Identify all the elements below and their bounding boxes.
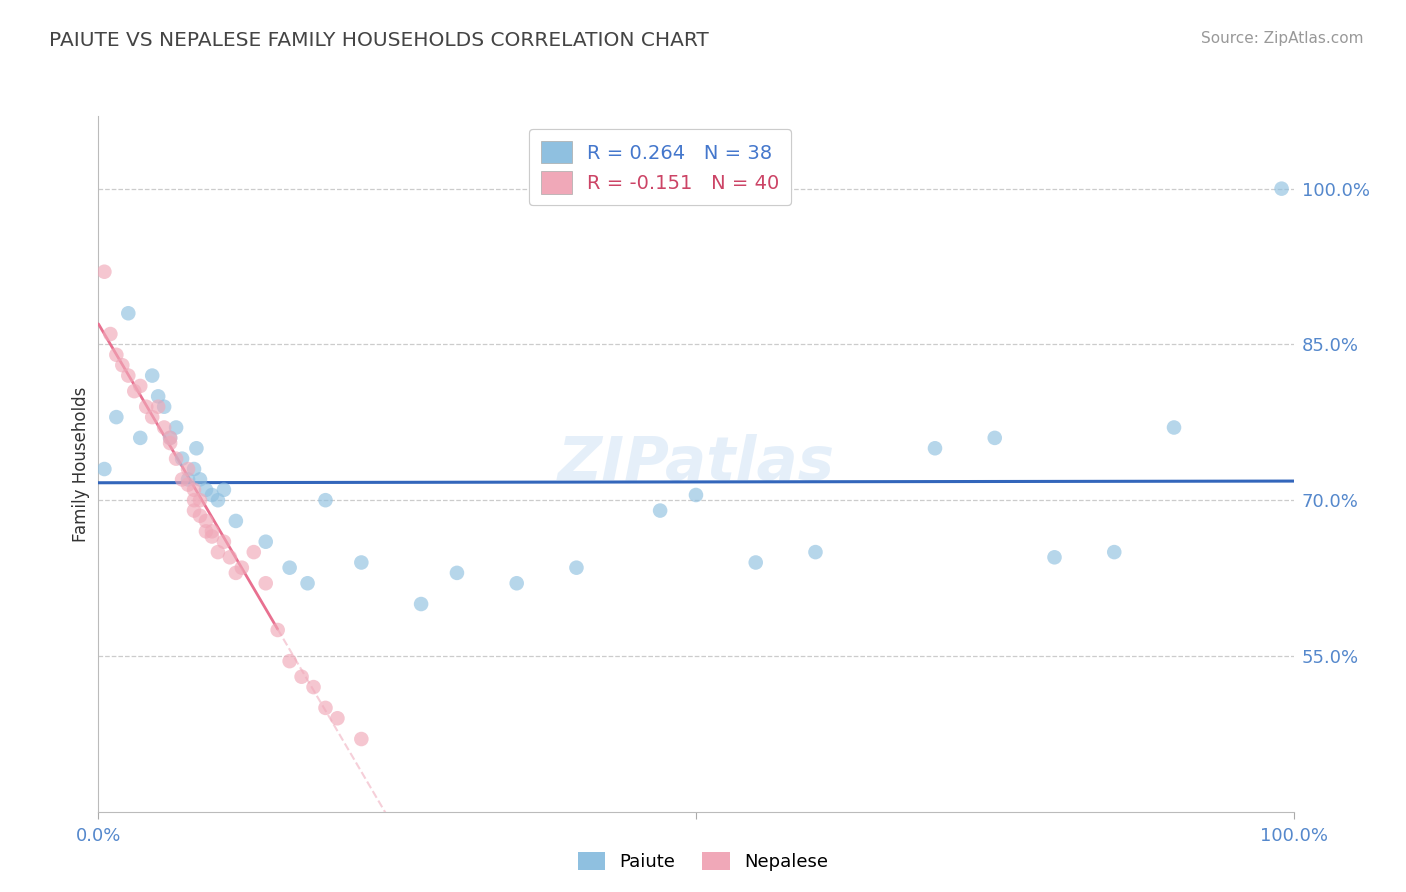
Nepalese xyxy=(194,524,218,539)
Paiute xyxy=(685,488,707,502)
Paiute xyxy=(105,410,128,425)
Nepalese xyxy=(148,400,170,414)
Legend: Paiute, Nepalese: Paiute, Nepalese xyxy=(571,845,835,879)
Paiute xyxy=(186,442,208,456)
Nepalese xyxy=(172,472,194,486)
Nepalese xyxy=(98,326,122,341)
Legend: R = 0.264   N = 38, R = -0.151   N = 40: R = 0.264 N = 38, R = -0.151 N = 40 xyxy=(529,129,792,205)
Nepalese xyxy=(111,358,134,372)
Paiute xyxy=(1163,420,1185,434)
Text: PAIUTE VS NEPALESE FAMILY HOUSEHOLDS CORRELATION CHART: PAIUTE VS NEPALESE FAMILY HOUSEHOLDS COR… xyxy=(49,31,709,50)
Nepalese xyxy=(194,514,218,528)
Paiute xyxy=(159,431,181,445)
Nepalese xyxy=(124,384,146,399)
Text: Source: ZipAtlas.com: Source: ZipAtlas.com xyxy=(1201,31,1364,46)
Nepalese xyxy=(225,566,247,580)
Paiute xyxy=(278,560,301,574)
Paiute xyxy=(411,597,433,611)
Nepalese xyxy=(302,680,325,694)
Paiute xyxy=(254,534,277,549)
Paiute xyxy=(153,400,176,414)
Nepalese xyxy=(188,493,211,508)
Y-axis label: Family Households: Family Households xyxy=(72,386,90,541)
Nepalese xyxy=(183,503,205,517)
Paiute xyxy=(315,493,337,508)
Nepalese xyxy=(153,420,176,434)
Nepalese xyxy=(177,477,200,491)
Nepalese xyxy=(254,576,277,591)
Paiute xyxy=(129,431,152,445)
Nepalese xyxy=(135,400,157,414)
Nepalese xyxy=(290,670,312,684)
Nepalese xyxy=(188,508,211,523)
Paiute xyxy=(188,472,211,486)
Nepalese xyxy=(93,265,115,279)
Nepalese xyxy=(165,451,187,466)
Paiute xyxy=(1043,550,1066,565)
Paiute xyxy=(984,431,1007,445)
Paiute xyxy=(924,442,946,456)
Paiute xyxy=(297,576,319,591)
Paiute xyxy=(212,483,235,497)
Nepalese xyxy=(183,493,205,508)
Nepalese xyxy=(159,431,181,445)
Nepalese xyxy=(267,623,290,637)
Paiute xyxy=(506,576,529,591)
Paiute xyxy=(350,556,373,570)
Paiute xyxy=(183,462,205,476)
Paiute xyxy=(201,488,224,502)
Nepalese xyxy=(326,711,349,725)
Paiute xyxy=(565,560,588,574)
Paiute xyxy=(93,462,115,476)
Nepalese xyxy=(201,524,224,539)
Paiute xyxy=(165,420,187,434)
Paiute xyxy=(1271,181,1294,195)
Nepalese xyxy=(105,348,128,362)
Paiute xyxy=(1102,545,1125,559)
Nepalese xyxy=(243,545,266,559)
Paiute xyxy=(172,451,194,466)
Nepalese xyxy=(183,483,205,497)
Nepalese xyxy=(212,534,235,549)
Paiute xyxy=(148,389,170,403)
Paiute xyxy=(194,483,218,497)
Nepalese xyxy=(177,462,200,476)
Nepalese xyxy=(201,529,224,543)
Nepalese xyxy=(159,436,181,450)
Nepalese xyxy=(231,560,253,574)
Nepalese xyxy=(207,545,229,559)
Text: ZIPatlas: ZIPatlas xyxy=(557,434,835,493)
Paiute xyxy=(141,368,163,383)
Nepalese xyxy=(141,410,163,425)
Paiute xyxy=(117,306,139,320)
Nepalese xyxy=(219,550,242,565)
Paiute xyxy=(804,545,827,559)
Nepalese xyxy=(117,368,139,383)
Nepalese xyxy=(315,701,337,715)
Paiute xyxy=(207,493,229,508)
Nepalese xyxy=(350,732,373,747)
Paiute xyxy=(225,514,247,528)
Nepalese xyxy=(278,654,301,668)
Paiute xyxy=(177,472,200,486)
Nepalese xyxy=(129,379,152,393)
Paiute xyxy=(745,556,768,570)
Paiute xyxy=(446,566,468,580)
Paiute xyxy=(648,503,672,517)
